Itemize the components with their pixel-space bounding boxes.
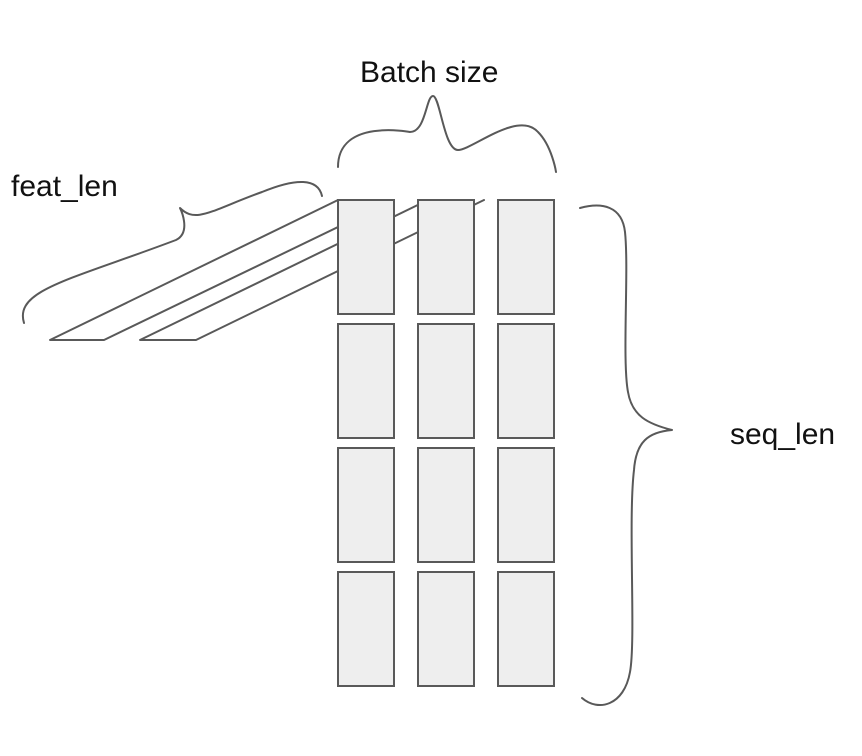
seq-len-label: seq_len — [730, 418, 836, 451]
tensor-cell-r3-c2 — [417, 447, 475, 563]
tensor-cell-r2-c3 — [497, 323, 555, 439]
batch-size-label: Batch size — [360, 56, 499, 89]
tensor-cell-r1-c2 — [417, 199, 475, 315]
tensor-cell-r4-c1 — [337, 571, 395, 687]
tensor-cell-r2-c2 — [417, 323, 475, 439]
tensor-cell-r3-c3 — [497, 447, 555, 563]
tensor-cell-r3-c1 — [337, 447, 395, 563]
tensor-cell-r4-c3 — [497, 571, 555, 687]
tensor-cell-r1-c3 — [497, 199, 555, 315]
feat-len-brace — [21, 180, 323, 324]
feature-slice-1 — [49, 199, 395, 341]
tensor-cell-r1-c1 — [337, 199, 395, 315]
batch-size-brace — [337, 95, 557, 173]
tensor-cell-r2-c1 — [337, 323, 395, 439]
seq-len-brace — [579, 204, 673, 706]
tensor-cell-r4-c2 — [417, 571, 475, 687]
feat-len-label: feat_len — [11, 170, 118, 203]
tensor-cell-grid — [337, 199, 555, 687]
